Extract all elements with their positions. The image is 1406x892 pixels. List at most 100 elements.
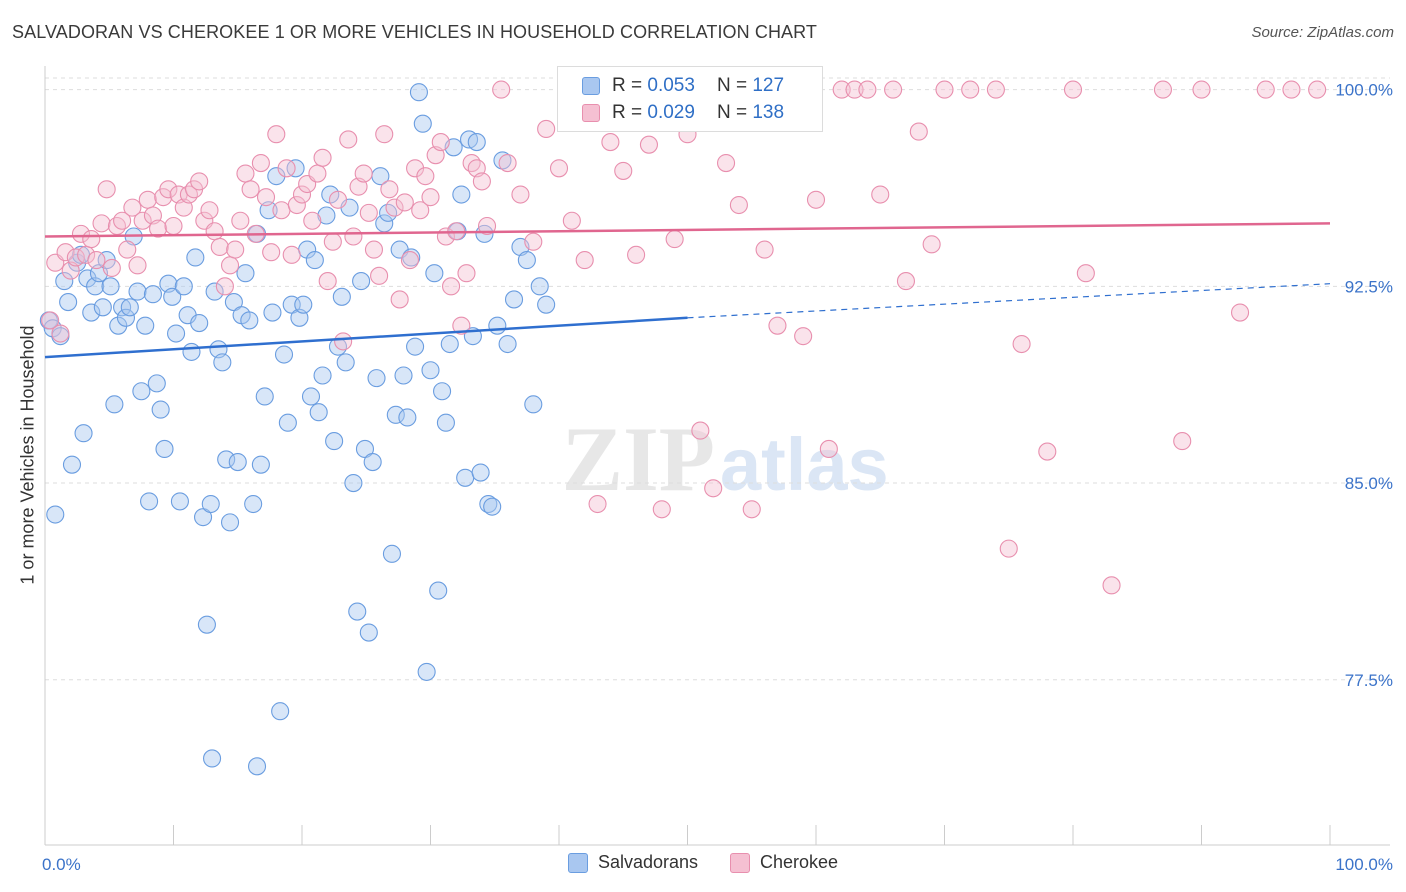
salvadoran-point — [120, 298, 139, 317]
salvadoran-point — [301, 387, 321, 406]
cherokee-point — [794, 327, 813, 346]
cherokee-point — [858, 80, 877, 99]
r-label: R = — [612, 102, 643, 123]
cherokee-point — [922, 235, 941, 254]
salvadoran-point — [498, 334, 517, 354]
salvadoran-point — [271, 702, 290, 721]
cherokee-point — [411, 201, 430, 220]
cherokee-point — [1153, 80, 1172, 99]
salvadoran-point — [467, 133, 486, 152]
salvadoran-point — [436, 413, 455, 432]
cherokee-point — [395, 193, 414, 212]
salvadoran-point — [309, 403, 328, 422]
salvadoran-point — [278, 413, 297, 432]
cherokee-point — [884, 80, 903, 99]
salvadoran-point — [456, 468, 475, 487]
salvadoran-point — [332, 287, 351, 306]
y-tick-label: 85.0% — [1345, 474, 1393, 493]
salvadoran-point — [59, 293, 78, 312]
r-label: R = — [612, 75, 643, 96]
cherokee-swatch-icon — [582, 104, 600, 122]
cherokee-point — [133, 211, 152, 230]
salvadoran-point — [190, 313, 209, 333]
salvadoran-point — [409, 83, 428, 102]
n-value: 138 — [752, 102, 785, 123]
cherokee-point — [1076, 264, 1095, 283]
cherokee-point — [442, 277, 461, 296]
salvadoran-point — [82, 303, 101, 322]
cherokee-point — [1038, 442, 1057, 461]
cherokee-point — [231, 211, 250, 230]
salvadoran-point — [101, 277, 120, 296]
cherokee-point — [92, 214, 111, 233]
salvadoran-point — [398, 408, 417, 427]
cherokee-point — [200, 201, 219, 220]
legend-item-cherokee[interactable]: Cherokee — [730, 852, 838, 873]
salvadoran-point — [394, 366, 413, 385]
cherokee-point — [287, 195, 306, 215]
cherokee-point — [575, 251, 594, 270]
cherokee-point — [999, 539, 1018, 558]
cherokee-point — [935, 80, 954, 99]
cherokee-point — [639, 135, 659, 154]
cherokee-point — [400, 251, 419, 270]
cherokee-point — [226, 240, 245, 259]
salvadoran-point — [483, 497, 502, 516]
n-label: N = — [716, 75, 748, 96]
salvadorans-swatch-icon — [582, 77, 600, 95]
salvadoran-point — [251, 455, 270, 474]
cherokee-point — [272, 201, 291, 220]
cherokee-point — [375, 125, 394, 144]
cherokee-point — [1012, 334, 1031, 354]
salvadoran-point — [524, 395, 543, 414]
salvadoran-point — [174, 277, 193, 296]
source-note: Source: ZipAtlas.com — [1251, 24, 1394, 41]
cherokee-point — [97, 180, 116, 199]
salvadoran-point — [213, 353, 232, 372]
salvadoran-point — [203, 749, 222, 768]
cherokee-point — [961, 80, 980, 99]
salvadoran-point — [413, 114, 432, 133]
cherokee-point — [896, 272, 916, 291]
watermark-zip: ZIP — [562, 408, 715, 510]
cherokee-point — [729, 195, 748, 215]
cherokee-point — [832, 80, 851, 99]
n-value: 127 — [752, 75, 785, 96]
cherokee-point — [1063, 80, 1083, 99]
cherokee-point — [210, 237, 229, 257]
cherokee-point — [704, 479, 723, 498]
cherokee-point — [1192, 80, 1211, 99]
cherokee-point — [1173, 432, 1192, 451]
cherokee-point — [107, 216, 127, 236]
salvadoran-point — [317, 206, 336, 225]
salvadoran-point — [537, 295, 556, 314]
cherokee-point — [380, 180, 399, 199]
cherokee-point — [452, 316, 471, 335]
salvadoran-point — [182, 342, 201, 361]
x-tick-label: 0.0% — [42, 855, 81, 874]
legend-item-salvadorans[interactable]: Salvadorans — [567, 852, 698, 873]
cherokee-point — [742, 500, 761, 519]
cherokee-legend-icon — [730, 852, 751, 873]
cherokee-point — [472, 172, 491, 191]
cherokee-point — [614, 161, 633, 180]
cherokee-point — [344, 227, 363, 246]
cherokee-point — [691, 421, 710, 440]
salvadoran-point — [151, 400, 170, 419]
cherokee-point — [87, 251, 106, 270]
salvadoran-point — [109, 316, 128, 335]
cherokee-point — [354, 164, 373, 183]
salvadoran-point — [421, 361, 440, 380]
cherokee-point — [477, 216, 497, 236]
salvadorans-legend-icon — [567, 852, 588, 873]
salvadoran-point — [493, 151, 512, 170]
cherokee-point — [138, 190, 157, 209]
legend-label: Cherokee — [760, 852, 839, 872]
cherokee-point — [323, 232, 342, 251]
salvadoran-point — [220, 513, 240, 532]
salvadoran-point — [105, 395, 124, 414]
salvadoran-point — [274, 345, 294, 364]
salvadoran-point — [132, 382, 151, 401]
salvadoran-point — [452, 185, 471, 204]
cherokee-point — [1102, 576, 1121, 595]
